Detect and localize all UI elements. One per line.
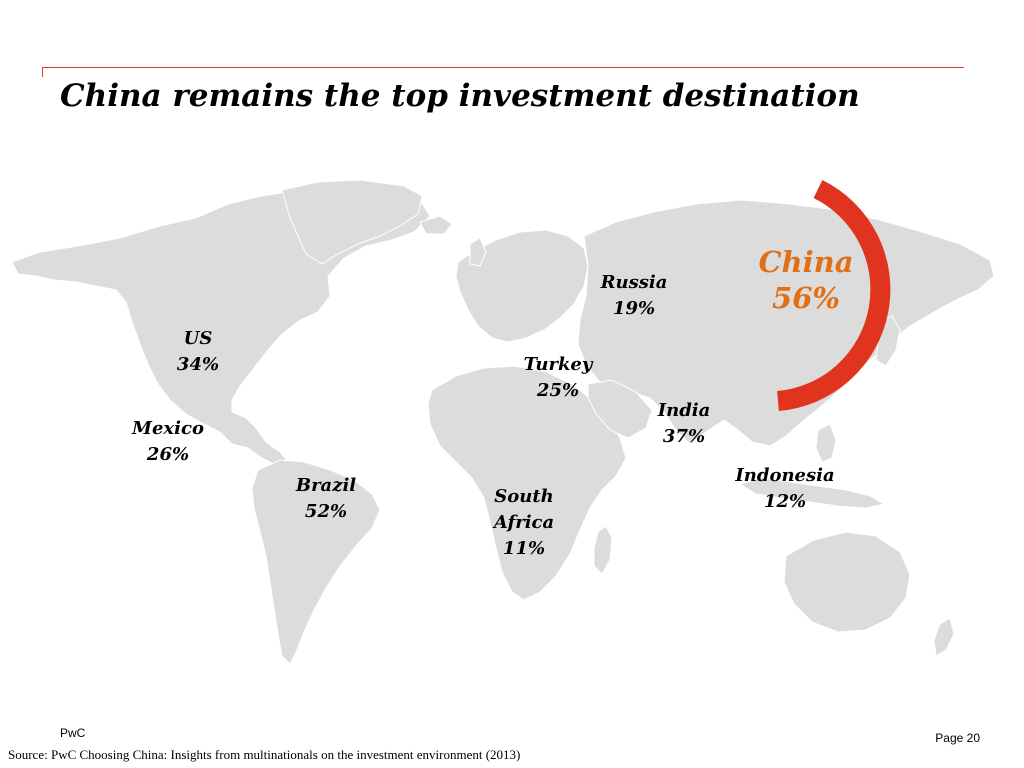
uk-landmass — [469, 237, 487, 267]
iceland-landmass — [419, 215, 453, 235]
china-label: China 56% — [740, 244, 872, 316]
india-name: India — [657, 400, 711, 421]
indonesia-landmass — [738, 477, 886, 509]
india-pct: 37% — [662, 426, 706, 447]
us-label: US 34% — [158, 326, 238, 378]
indonesia-label: Indonesia 12% — [720, 463, 850, 515]
slide-title: China remains the top investment destina… — [60, 78, 860, 114]
indonesia-name: Indonesia — [735, 465, 835, 486]
mexico-name: Mexico — [132, 418, 204, 439]
brazil-pct: 52% — [304, 501, 348, 522]
us-pct: 34% — [176, 354, 220, 375]
arabia-landmass — [587, 379, 653, 439]
greenland-landmass — [281, 179, 423, 265]
south-america-landmass — [251, 459, 381, 665]
china-highlight-arc — [777, 180, 891, 411]
page-number: Page 20 — [935, 731, 980, 745]
source-note: Source: PwC Choosing China: Insights fro… — [8, 747, 521, 762]
brazil-name: Brazil — [295, 475, 357, 496]
brazil-label: Brazil 52% — [280, 473, 372, 525]
africa-landmass — [427, 365, 627, 601]
title-rule — [42, 67, 964, 68]
china-pct: 56% — [772, 281, 840, 315]
china-name: China — [758, 245, 854, 279]
russia-pct: 19% — [612, 298, 656, 319]
indonesia-pct: 12% — [763, 491, 807, 512]
turkey-pct: 25% — [536, 380, 580, 401]
turkey-label: Turkey 25% — [510, 352, 606, 404]
mexico-label: Mexico 26% — [118, 416, 218, 468]
south-africa-name-line1: South — [494, 486, 554, 507]
mexico-pct: 26% — [146, 444, 190, 465]
footer-brand: PwC — [60, 726, 86, 740]
us-name: US — [183, 328, 213, 349]
philippines-landmass — [815, 423, 837, 463]
south-africa-label: South Africa 11% — [478, 484, 570, 562]
russia-name: Russia — [600, 272, 668, 293]
south-africa-name-line2: Africa — [493, 512, 555, 533]
india-label: India 37% — [644, 398, 724, 450]
new-zealand-landmass — [933, 617, 955, 657]
australia-landmass — [783, 531, 911, 633]
madagascar-landmass — [593, 525, 613, 575]
europe-landmass — [455, 229, 589, 343]
south-africa-pct: 11% — [502, 538, 546, 559]
turkey-name: Turkey — [523, 354, 593, 375]
title-rule-tick — [42, 67, 43, 77]
russia-label: Russia 19% — [590, 270, 678, 322]
